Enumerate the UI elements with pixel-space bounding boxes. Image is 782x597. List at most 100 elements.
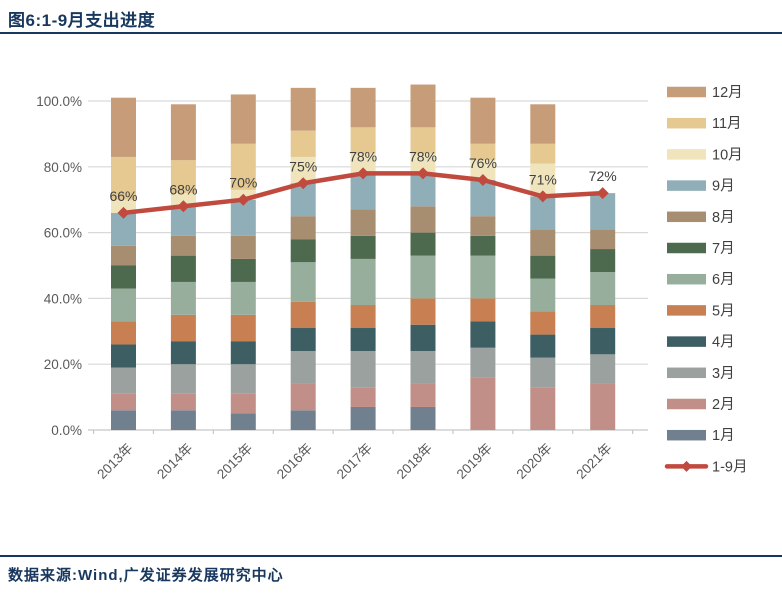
bar-segment-7月 [530, 255, 556, 279]
legend-swatch [667, 429, 706, 441]
stacked-bar-2017年 [350, 87, 376, 430]
legend-item-12月: 12月 [667, 85, 743, 101]
legend-label: 7月 [712, 241, 735, 257]
bar-segment-7月 [410, 232, 436, 256]
x-tick-label: 2019年 [454, 441, 495, 482]
bar-segment-6月 [230, 281, 256, 315]
bar-segment-2月 [530, 387, 556, 430]
bar-segment-7月 [470, 235, 496, 256]
bar-segment-11月 [170, 160, 196, 194]
y-tick-label: 80.0% [44, 160, 82, 175]
bar-segment-8月 [470, 216, 496, 236]
bar-segment-4月 [170, 341, 196, 365]
bar-segment-12月 [111, 97, 136, 157]
line-data-label: 70% [229, 175, 257, 191]
line-marker [596, 187, 609, 200]
bar-segment-11月 [290, 130, 316, 157]
bar-segment-12月 [410, 84, 436, 128]
line-marker [476, 173, 489, 186]
legend-swatch [667, 242, 706, 254]
legend-item-3月: 3月 [667, 366, 735, 382]
bar-segment-1月 [230, 413, 256, 430]
bar-series-group [111, 84, 616, 430]
stacked-bar-2018年 [410, 84, 436, 430]
legend-label: 2月 [712, 397, 735, 413]
x-tick-label: 2018年 [394, 441, 435, 482]
legend-swatch [667, 149, 706, 160]
y-tick-label: 20.0% [44, 357, 82, 372]
figure-title: 图6:1-9月支出进度 [8, 11, 156, 30]
bar-segment-9月 [350, 173, 376, 210]
bar-segment-5月 [410, 298, 436, 325]
stacked-bar-2016年 [290, 87, 316, 430]
bar-segment-6月 [410, 255, 436, 299]
bar-segment-6月 [470, 255, 496, 299]
bar-segment-11月 [530, 143, 556, 164]
legend-item-6月: 6月 [667, 272, 735, 288]
line-marker [117, 206, 130, 219]
line-data-label: 66% [109, 188, 137, 204]
bar-segment-4月 [111, 344, 136, 368]
bar-segment-5月 [470, 298, 496, 322]
legend-item-10月: 10月 [667, 147, 743, 163]
bar-segment-10月 [470, 160, 496, 180]
bar-segment-7月 [230, 258, 256, 282]
legend-item-4月: 4月 [667, 335, 735, 351]
bar-segment-5月 [290, 301, 316, 329]
legend-label: 1月 [712, 428, 735, 444]
y-tick-label: 100.0% [36, 94, 82, 109]
legend-label: 5月 [712, 303, 735, 319]
bar-segment-8月 [230, 235, 256, 259]
bar-segment-2月 [290, 383, 316, 411]
title-rule [0, 32, 782, 34]
bar-segment-7月 [590, 249, 616, 273]
legend-item-11月: 11月 [667, 116, 742, 132]
line-data-label: 68% [169, 181, 197, 197]
legend-label: 6月 [712, 272, 735, 288]
bar-segment-8月 [111, 245, 136, 266]
bar-segment-2月 [170, 393, 196, 411]
bar-segment-3月 [170, 364, 196, 394]
bar-segment-2月 [410, 383, 436, 407]
bar-segment-9月 [230, 199, 256, 236]
bar-segment-12月 [530, 104, 556, 144]
legend-item-1月: 1月 [667, 428, 735, 444]
legend-label: 1-9月 [712, 459, 747, 475]
bar-segment-8月 [590, 229, 616, 250]
stacked-bar-2021年 [590, 193, 616, 430]
legend-item-5月: 5月 [667, 303, 735, 319]
bar-segment-6月 [590, 272, 616, 305]
legend-swatch [667, 305, 706, 316]
legend-label: 12月 [712, 85, 743, 101]
x-tick-label: 2017年 [334, 441, 375, 482]
legend-label: 10月 [712, 147, 743, 163]
line-series-group: 66% 68% 70% 75% 78% 78% 76% 71% 72% [109, 148, 617, 219]
line-data-label: 75% [289, 158, 317, 174]
bar-segment-11月 [230, 143, 256, 190]
line-marker [177, 200, 190, 213]
bar-segment-3月 [290, 351, 316, 384]
legend-swatch [667, 117, 706, 129]
bar-segment-7月 [350, 235, 376, 259]
bar-segment-12月 [470, 97, 496, 144]
legend-swatch [667, 86, 706, 98]
bar-segment-10月 [410, 153, 436, 174]
line-marker [237, 193, 250, 206]
bar-segment-7月 [111, 265, 136, 289]
line-data-label: 76% [469, 155, 497, 171]
bar-segment-3月 [111, 367, 136, 394]
bar-segment-11月 [350, 127, 376, 154]
legend-swatch [667, 211, 706, 223]
stacked-bar-2013年 [111, 97, 136, 430]
stacked-bar-2019年 [470, 97, 496, 430]
legend-label: 3月 [712, 366, 735, 382]
legend-swatch [667, 398, 706, 410]
y-tick-label: 40.0% [44, 291, 82, 306]
line-marker [417, 167, 429, 180]
bar-segment-12月 [350, 87, 376, 128]
bar-segment-1月 [170, 410, 196, 430]
bar-segment-2月 [470, 377, 496, 430]
bar-segment-11月 [470, 143, 496, 161]
line-data-label: 78% [349, 148, 377, 164]
bar-segment-6月 [530, 278, 556, 312]
